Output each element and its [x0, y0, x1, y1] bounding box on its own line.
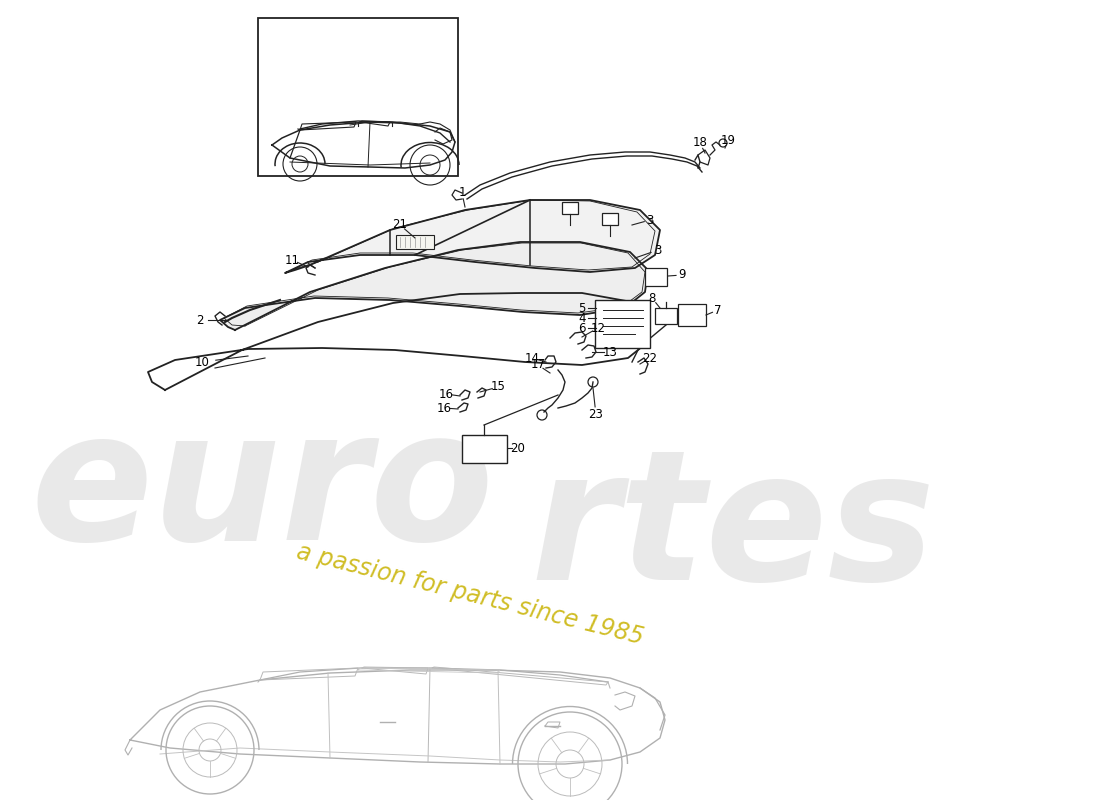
Bar — [602, 213, 618, 225]
Bar — [645, 268, 667, 286]
Text: 16: 16 — [437, 402, 451, 414]
Text: 22: 22 — [642, 351, 658, 365]
Text: 19: 19 — [720, 134, 736, 146]
Text: 3: 3 — [654, 243, 662, 257]
Text: 21: 21 — [393, 218, 407, 231]
Text: 11: 11 — [285, 254, 299, 266]
Text: 4: 4 — [579, 311, 585, 325]
Text: 12: 12 — [591, 322, 605, 334]
Bar — [595, 300, 650, 348]
Text: 1: 1 — [459, 186, 465, 199]
Text: 9: 9 — [679, 269, 685, 282]
Text: 14: 14 — [525, 351, 539, 365]
Text: 7: 7 — [714, 303, 722, 317]
Bar — [654, 308, 676, 324]
Polygon shape — [220, 242, 648, 330]
Text: euro: euro — [30, 402, 494, 578]
Text: 8: 8 — [648, 291, 656, 305]
Bar — [258, 18, 458, 176]
Text: 23: 23 — [588, 409, 604, 422]
Text: 10: 10 — [195, 355, 209, 369]
Text: 18: 18 — [693, 137, 707, 150]
Text: 3: 3 — [647, 214, 653, 226]
Text: 6: 6 — [579, 322, 585, 334]
Bar — [678, 304, 706, 326]
Text: 20: 20 — [510, 442, 526, 454]
Text: a passion for parts since 1985: a passion for parts since 1985 — [294, 540, 646, 650]
Text: rtes: rtes — [530, 442, 935, 618]
Bar — [396, 235, 435, 249]
Text: 13: 13 — [603, 346, 617, 358]
Polygon shape — [285, 200, 660, 273]
Text: 16: 16 — [439, 387, 453, 401]
Bar — [562, 202, 578, 214]
Text: 5: 5 — [579, 302, 585, 314]
Text: 15: 15 — [491, 381, 505, 394]
Text: 2: 2 — [196, 314, 204, 326]
Bar — [462, 435, 507, 463]
Text: 17: 17 — [530, 358, 546, 371]
